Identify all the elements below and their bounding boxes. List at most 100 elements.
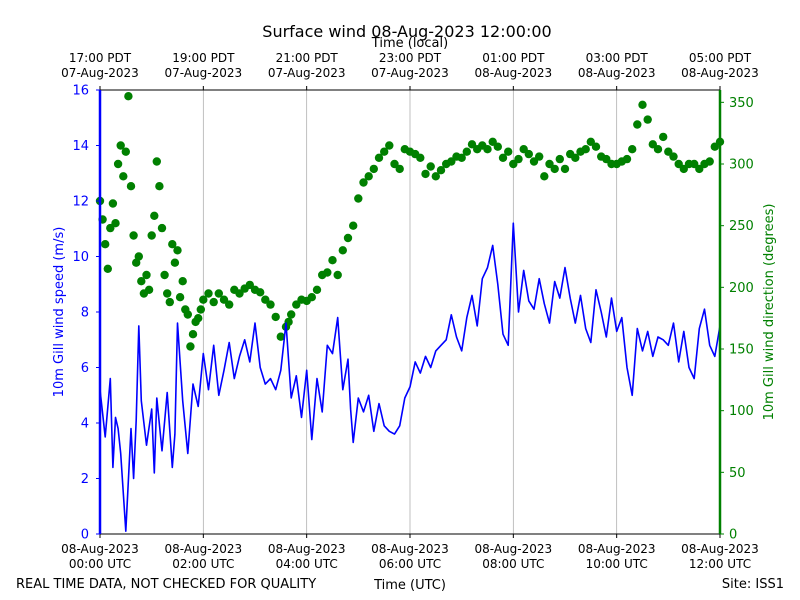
top-tick-date: 07-Aug-2023: [371, 66, 449, 80]
left-tick-label: 4: [81, 417, 89, 432]
wind-direction-point: [705, 157, 714, 166]
wind-direction-point: [653, 145, 663, 154]
wind-direction-point: [152, 157, 161, 166]
wind-direction-point: [155, 182, 164, 191]
left-tick-label: 8: [81, 306, 89, 321]
wind-direction-point: [359, 178, 368, 187]
wind-direction-point: [333, 270, 342, 280]
wind-direction-point: [170, 258, 180, 267]
right-tick-label: 300: [729, 158, 754, 173]
top-tick-time: 17:00 PDT: [69, 51, 132, 65]
wind-direction-point: [266, 300, 275, 309]
wind-direction-point: [142, 270, 151, 280]
top-axis-label: Time (local): [371, 36, 448, 51]
wind-direction-point: [196, 305, 205, 314]
wind-direction-point: [101, 240, 110, 249]
site-label: Site: ISS1: [722, 577, 784, 592]
wind-direction-point: [160, 270, 169, 280]
x-tick-time: 08:00 UTC: [482, 557, 544, 571]
wind-direction-point: [659, 132, 668, 142]
wind-direction-point: [168, 240, 177, 249]
wind-direction-point: [328, 256, 337, 265]
wind-direction-point: [591, 142, 601, 151]
top-tick-time: 19:00 PDT: [172, 51, 235, 65]
wind-direction-point: [271, 312, 280, 322]
right-tick-label: 350: [729, 96, 754, 111]
right-tick-label: 250: [729, 219, 754, 234]
wind-direction-point: [385, 141, 394, 150]
wind-direction-point: [436, 166, 446, 175]
x-tick-time: 02:00 UTC: [172, 557, 234, 571]
wind-direction-point: [199, 295, 208, 304]
wind-direction-point: [498, 153, 508, 162]
top-tick-time: 23:00 PDT: [379, 51, 442, 65]
wind-direction-point: [175, 293, 185, 302]
top-tick-date: 08-Aug-2023: [475, 66, 553, 80]
wind-direction-point: [124, 92, 133, 101]
x-tick-date: 08-Aug-2023: [371, 542, 449, 556]
wind-direction-point: [524, 149, 533, 159]
left-tick-label: 10: [72, 250, 89, 265]
left-tick-label: 6: [81, 361, 89, 376]
wind-direction-point: [421, 169, 430, 179]
x-tick-date: 08-Aug-2023: [61, 542, 139, 556]
right-tick-label: 200: [729, 281, 754, 296]
wind-direction-point: [638, 100, 647, 110]
wind-direction-point: [173, 246, 182, 255]
left-tick-label: 0: [81, 528, 89, 543]
wind-direction-point: [535, 152, 544, 161]
wind-direction-point: [380, 147, 389, 156]
wind-direction-point: [113, 159, 123, 169]
x-tick-time: 10:00 UTC: [586, 557, 648, 571]
left-axis-label: 10m Gill wind speed (m/s): [52, 227, 67, 398]
wind-direction-point: [504, 147, 513, 156]
wind-direction-point: [214, 289, 223, 298]
top-tick-date: 08-Aug-2023: [578, 66, 656, 80]
wind-direction-point: [287, 310, 296, 319]
wind-direction-point: [493, 142, 502, 151]
left-tick-label: 14: [72, 139, 89, 154]
wind-direction-point: [462, 147, 471, 156]
top-tick-time: 03:00 PDT: [586, 51, 649, 65]
wind-direction-point: [194, 314, 203, 323]
top-tick-time: 21:00 PDT: [276, 51, 339, 65]
x-tick-date: 08-Aug-2023: [475, 542, 553, 556]
x-tick-date: 08-Aug-2023: [681, 542, 759, 556]
x-tick-time: 06:00 UTC: [379, 557, 441, 571]
left-tick-label: 12: [72, 195, 89, 210]
top-tick-date: 07-Aug-2023: [268, 66, 346, 80]
x-tick-time: 04:00 UTC: [276, 557, 338, 571]
right-axis-label: 10m Gill wind direction (degrees): [762, 204, 777, 421]
wind-direction-point: [555, 154, 564, 164]
x-axis-label: Time (UTC): [373, 578, 446, 593]
wind-direction-point: [157, 223, 167, 233]
wind-direction-point: [643, 115, 652, 124]
wind-direction-point: [163, 289, 172, 298]
wind-direction-point: [540, 172, 549, 181]
wind-direction-point: [126, 182, 136, 191]
wind-direction-point: [581, 145, 590, 154]
wind-direction-point: [483, 145, 492, 154]
x-tick-date: 08-Aug-2023: [165, 542, 243, 556]
right-tick-label: 150: [729, 343, 754, 358]
wind-direction-point: [307, 293, 316, 302]
wind-direction-point: [204, 289, 213, 298]
right-tick-label: 0: [729, 528, 737, 543]
wind-direction-point: [431, 172, 440, 181]
series-layer: [95, 92, 725, 532]
wind-direction-point: [514, 154, 523, 164]
wind-direction-point: [178, 277, 187, 286]
x-tick-date: 08-Aug-2023: [268, 542, 346, 556]
x-tick-time: 00:00 UTC: [69, 557, 131, 571]
wind-direction-point: [119, 172, 128, 181]
top-tick-date: 07-Aug-2023: [61, 66, 139, 80]
wind-direction-point: [129, 231, 138, 240]
wind-direction-point: [374, 153, 384, 162]
wind-direction-point: [395, 164, 404, 174]
left-tick-label: 16: [72, 84, 89, 99]
right-tick-label: 50: [729, 466, 746, 481]
wind-direction-point: [369, 164, 378, 174]
wind-direction-point: [150, 211, 159, 220]
